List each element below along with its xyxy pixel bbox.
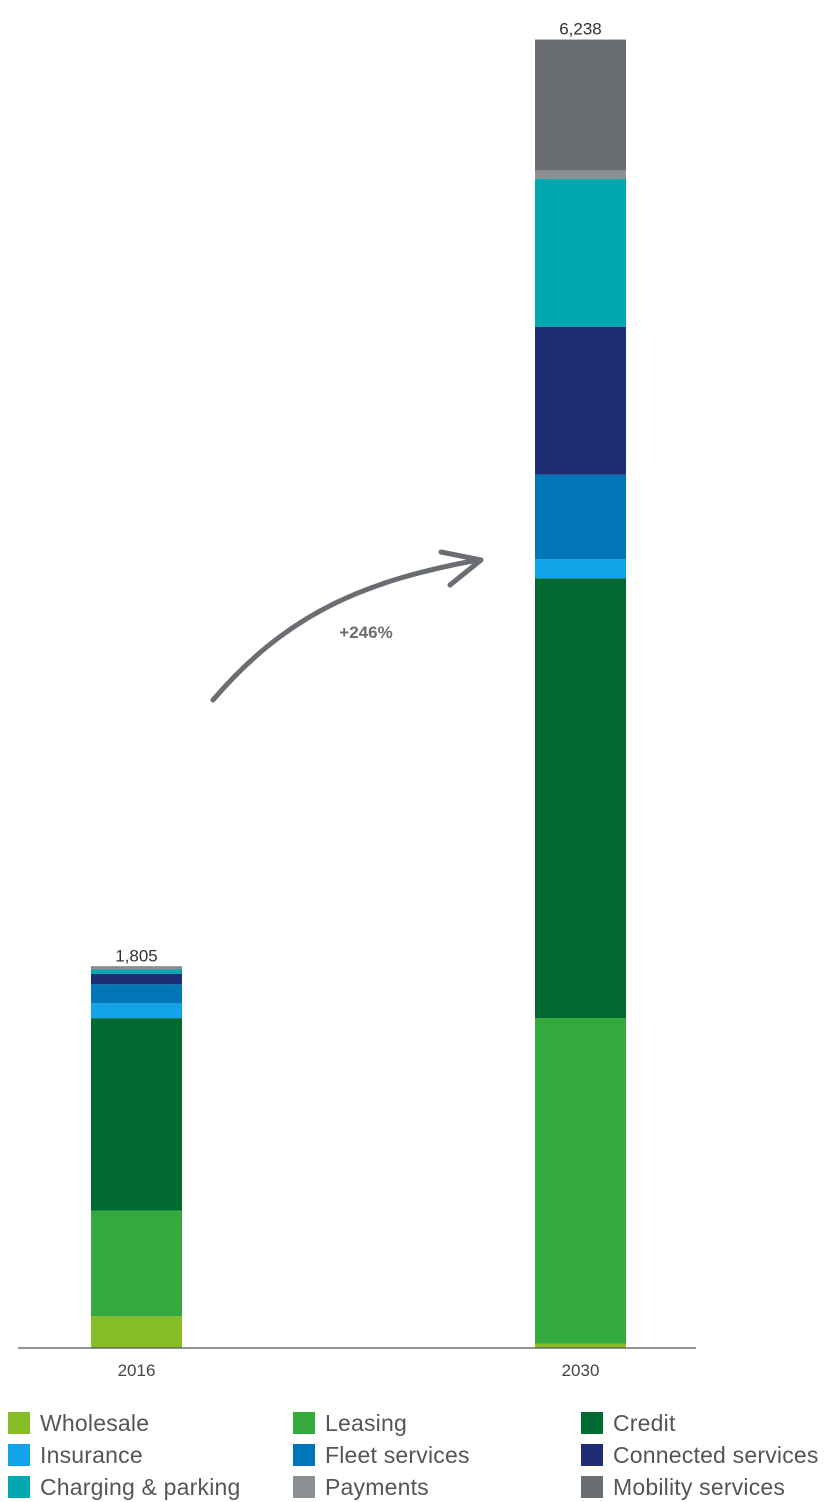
legend-label: Connected services [613,1441,819,1468]
bar-segment-2030-credit [535,578,626,1019]
stacked-bar-chart: 2016 2030 1,805 6,238 +246% [18,20,696,1380]
legend-label: Mobility services [613,1473,786,1500]
legend-swatch [293,1412,315,1434]
x-tick-label: 2030 [562,1361,600,1380]
bar-segment-2016-credit [91,1018,182,1211]
bar-segment-2030-charging-parking [535,178,626,327]
bar-segment-2030-connected-services [535,326,626,475]
legend-swatch [8,1476,30,1498]
legend-swatch [8,1412,30,1434]
legend-swatch [581,1444,603,1466]
x-tick-labels: 2016 2030 [118,1361,600,1380]
growth-arrow: +246% [210,549,484,703]
bars-group [91,39,626,1348]
legend-label: Leasing [325,1409,407,1436]
legend-item: Charging & parking [8,1472,241,1502]
bar-segment-2016-payments [91,967,182,970]
growth-arrow-head [438,549,484,588]
bar-segment-2016-mobility-services [91,966,182,968]
bar-segment-2030-wholesale [535,1343,626,1348]
legend-swatch [8,1444,30,1466]
bar-segment-2016-leasing [91,1210,182,1317]
legend-item: Connected services [581,1440,819,1470]
bar-segment-2016-connected-services [91,973,182,985]
bar-segment-2030-leasing [535,1018,626,1344]
legend-item: Credit [581,1408,676,1438]
bar-segment-2030-mobility-services [535,39,626,171]
legend-label: Charging & parking [40,1473,241,1500]
legend-label: Insurance [40,1441,143,1468]
legend-label: Wholesale [40,1409,150,1436]
bar-segment-2016-wholesale [91,1316,182,1348]
legend-swatch [581,1476,603,1498]
bar-segment-2030-insurance [535,559,626,579]
bar-segment-2030-payments [535,170,626,179]
legend-swatch [581,1412,603,1434]
growth-annotation: +246% [339,623,392,642]
legend-item: Wholesale [8,1408,149,1438]
legend-swatch [293,1476,315,1498]
x-tick-label: 2016 [118,1361,156,1380]
bar-segment-2016-insurance [91,1003,182,1019]
total-label: 6,238 [559,20,602,39]
bar-segment-2016-fleet-services [91,984,182,1004]
legend-item: Payments [293,1472,429,1502]
bar-segment-2030-fleet-services [535,474,626,560]
legend-label: Fleet services [325,1441,470,1468]
legend-label: Payments [325,1473,429,1500]
bar-segment-2016-charging-parking [91,969,182,974]
legend-item: Insurance [8,1440,143,1470]
legend-swatch [293,1444,315,1466]
total-label: 1,805 [115,946,158,965]
legend-item: Mobility services [581,1472,785,1502]
legend-item: Leasing [293,1408,407,1438]
legend-item: Fleet services [293,1440,470,1470]
total-labels: 1,805 6,238 [115,20,602,966]
growth-arrow-curve [210,557,481,703]
legend-label: Credit [613,1409,676,1436]
